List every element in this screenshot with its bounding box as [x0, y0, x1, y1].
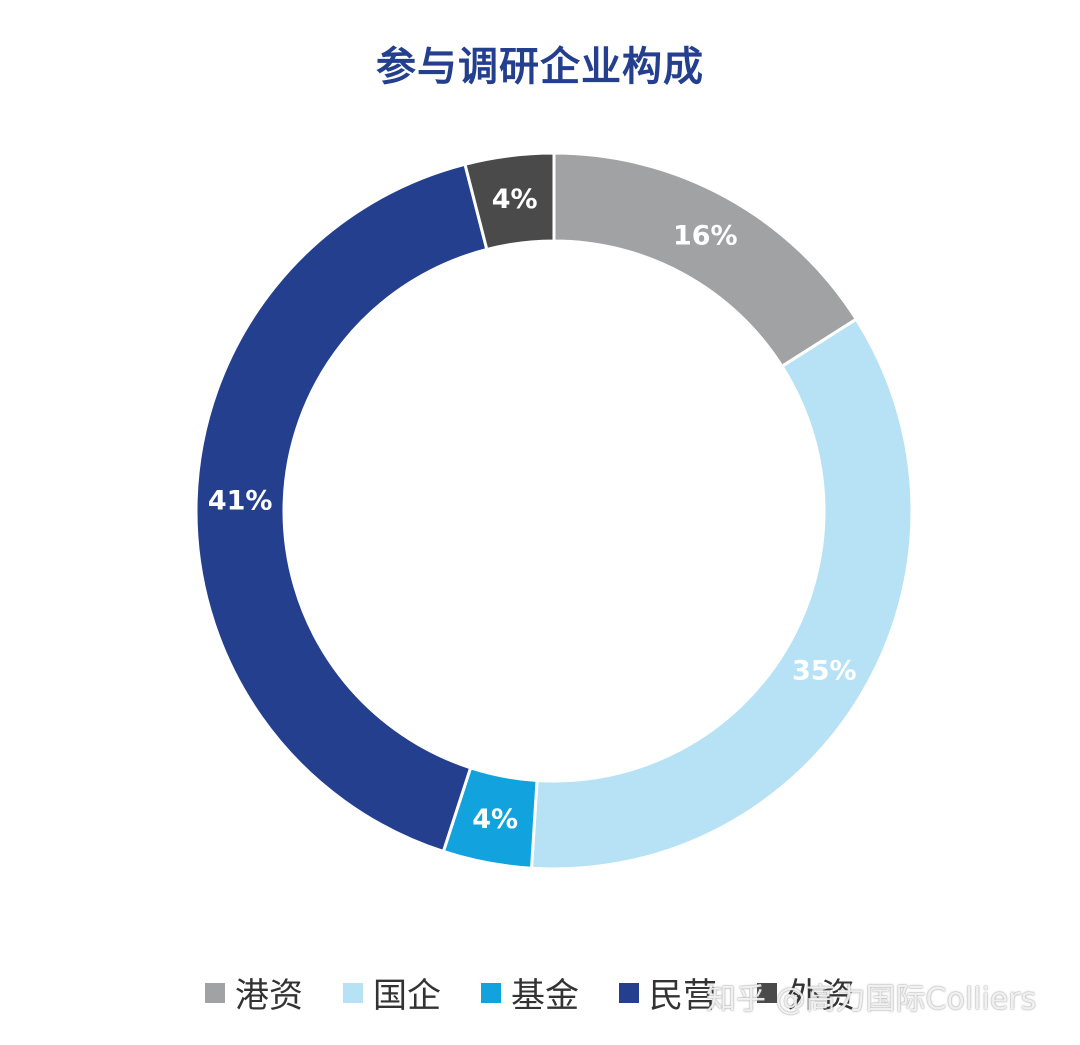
- legend-item-外资: 外资: [757, 968, 855, 1017]
- slice-民营: [194, 162, 489, 854]
- slice-国企: [529, 317, 914, 871]
- legend-item-港资: 港资: [205, 968, 303, 1017]
- legend-swatch: [619, 982, 639, 1003]
- data-label-港资: 16%: [673, 220, 738, 251]
- legend-swatch: [343, 982, 363, 1003]
- data-label-民营: 41%: [208, 486, 273, 517]
- legend-label: 港资: [235, 976, 303, 1016]
- legend-label: 基金: [511, 976, 579, 1016]
- legend: 港资 国企 基金 民营 外资: [205, 968, 855, 1017]
- slice-外资: [463, 151, 556, 252]
- legend-item-民营: 民营: [619, 968, 717, 1017]
- data-label-基金: 4%: [472, 804, 518, 835]
- slice-港资: [552, 151, 859, 369]
- legend-label: 民营: [649, 976, 717, 1016]
- data-label-外资: 4%: [492, 184, 538, 215]
- legend-swatch: [757, 982, 777, 1003]
- data-label-国企: 35%: [792, 655, 857, 686]
- legend-swatch: [205, 982, 225, 1003]
- legend-item-基金: 基金: [481, 968, 579, 1017]
- legend-label: 外资: [787, 976, 855, 1016]
- legend-swatch: [481, 982, 501, 1003]
- legend-item-国企: 国企: [343, 968, 441, 1017]
- chart-title: 参与调研企业构成: [376, 44, 704, 90]
- watermark: 知乎 @高力国际Colliers: [706, 982, 1037, 1017]
- legend-label: 国企: [373, 976, 441, 1016]
